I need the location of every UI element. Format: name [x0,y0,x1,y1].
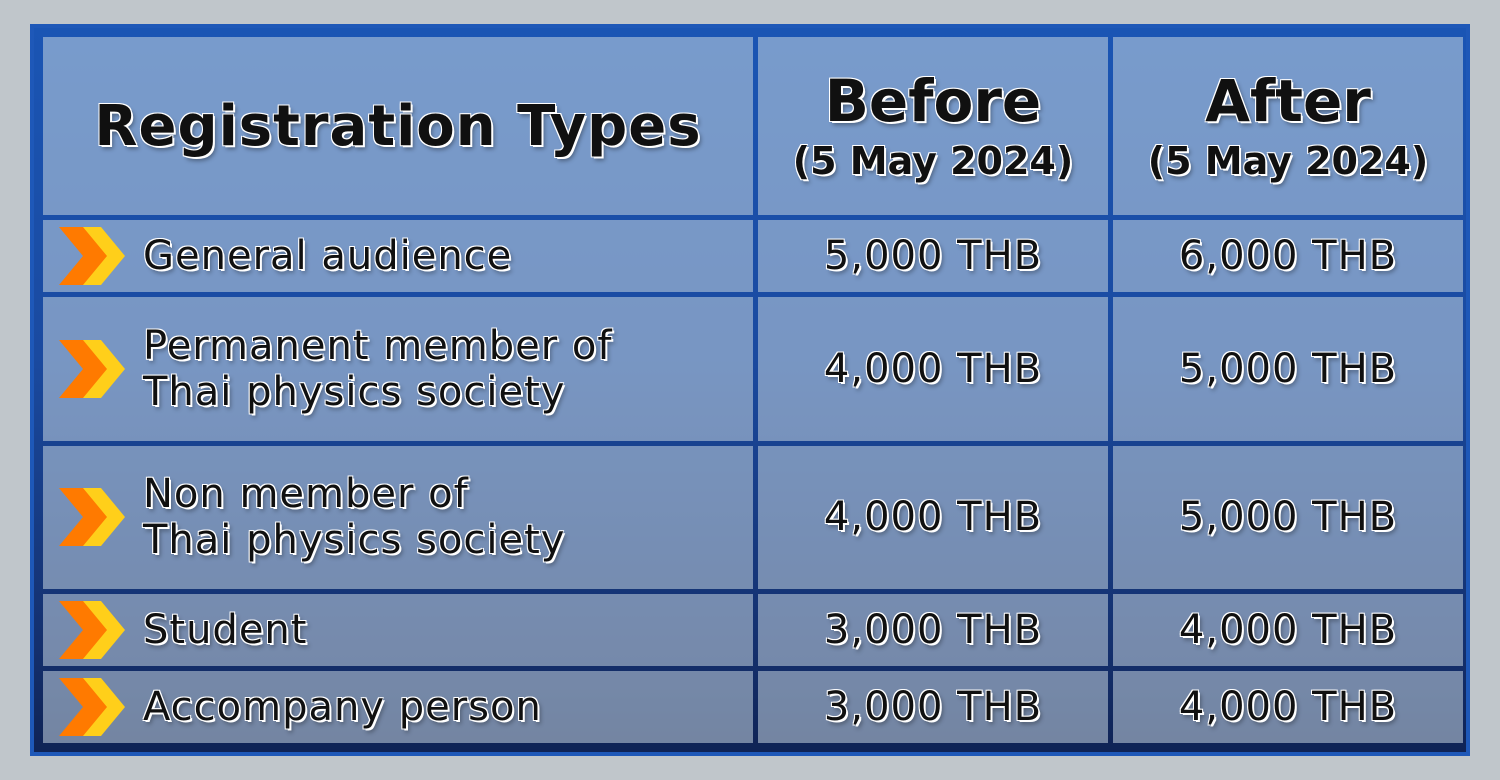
before-price: 5,000 THB [758,220,1108,292]
type-label-line-2: Thai physics society [143,368,566,415]
type-cell-student: Student [43,594,753,667]
type-label-line-1: Permanent member of [143,322,613,369]
chevron-arrow-icon [59,488,125,547]
table-row: Accompany person 3,000 THB 4,000 THB [43,671,1463,743]
after-price: 6,000 THB [1113,220,1463,292]
type-cell-general-audience: General audience [43,220,753,292]
type-cell-accompany-person: Accompany person [43,671,753,743]
before-price: 3,000 THB [758,594,1108,667]
registration-types-header: Registration Types [43,37,753,215]
type-label: Student [143,607,308,654]
type-label: Accompany person [143,684,542,731]
type-cell-permanent-member: Permanent member of Thai physics society [43,296,753,441]
before-header: Before (5 May 2024) [758,37,1108,215]
after-header-date: (5 May 2024) [1147,139,1429,183]
after-price: 4,000 THB [1113,671,1463,743]
chevron-arrow-icon [59,601,125,660]
before-price: 4,000 THB [758,296,1108,441]
type-label: General audience [143,232,513,279]
after-price: 5,000 THB [1113,445,1463,590]
before-price: 3,000 THB [758,671,1108,743]
after-price: 5,000 THB [1113,296,1463,441]
table-row: Permanent member of Thai physics society… [43,296,1463,441]
table-row: General audience 5,000 THB 6,000 THB [43,220,1463,292]
before-header-title: Before [824,67,1042,135]
chevron-arrow-icon [59,226,125,285]
after-price: 4,000 THB [1113,594,1463,667]
table-row: Non member of Thai physics society 4,000… [43,445,1463,590]
type-cell-non-member: Non member of Thai physics society [43,445,753,590]
before-price: 4,000 THB [758,445,1108,590]
table-row: Student 3,000 THB 4,000 THB [43,594,1463,667]
chevron-arrow-icon [59,339,125,398]
type-label-line-1: Non member of [143,471,469,518]
type-label-line-2: Thai physics society [143,517,566,564]
after-header: After (5 May 2024) [1113,37,1463,215]
registration-fee-table-frame: Registration Types Before (5 May 2024) A… [30,24,1470,756]
before-header-date: (5 May 2024) [792,139,1074,183]
after-header-title: After [1205,67,1371,135]
chevron-arrow-icon [59,678,125,737]
registration-fee-table: Registration Types Before (5 May 2024) A… [38,32,1468,748]
header-row: Registration Types Before (5 May 2024) A… [43,37,1463,215]
